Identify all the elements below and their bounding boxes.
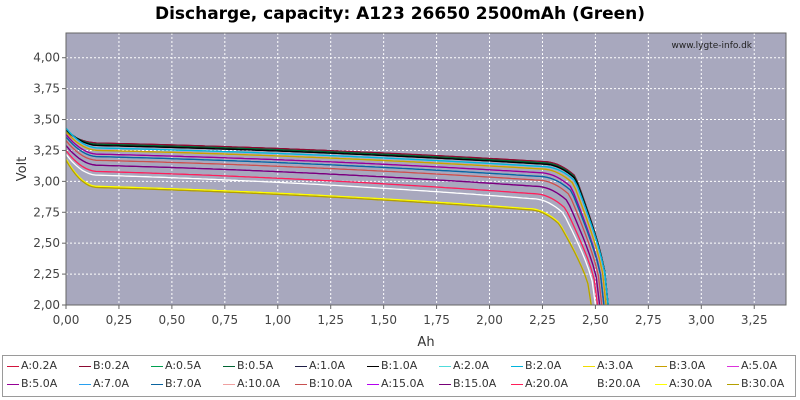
series-line	[65, 153, 597, 306]
x-axis-label: Ah	[417, 335, 434, 350]
legend-swatch	[367, 366, 379, 367]
x-tick-label: 3,25	[741, 313, 768, 327]
legend-swatch	[439, 366, 451, 367]
chart-canvas: 0,00 0,25 0,50 0,75 1,00 1,25 1,50 1,75 2,00 2,25…	[15, 32, 787, 350]
legend-swatch	[367, 384, 379, 385]
legend-swatch	[583, 366, 595, 367]
legend-label: A:30.0A	[669, 377, 713, 390]
x-tick-label: 2,25	[529, 313, 556, 327]
legend-swatch	[223, 384, 235, 385]
legend-label: B:3.0A	[669, 359, 706, 372]
y-axis-label: Volt	[15, 157, 30, 182]
legend-swatch	[727, 366, 739, 367]
legend-swatch	[151, 366, 163, 367]
watermark-text: www.lygte-info.dk	[672, 41, 753, 51]
y-tick-label: 2,25	[33, 267, 60, 281]
y-tick-label: 2,75	[33, 205, 60, 219]
legend-label: A:20.0A	[525, 377, 569, 390]
series-line	[65, 131, 607, 306]
x-tick-label: 0,25	[106, 313, 133, 327]
legend-label: B:20.0A	[597, 377, 641, 390]
legend-label: B:0.5A	[237, 359, 274, 372]
legend-swatch	[511, 384, 523, 385]
legend-label: A:0.2A	[21, 359, 58, 372]
legend-swatch	[79, 384, 91, 385]
legend-label: B:7.0A	[165, 377, 202, 390]
legend-swatch	[295, 384, 307, 385]
chart-title: Discharge, capacity: A123 26650 2500mAh …	[154, 4, 646, 24]
x-tick-label: 1,25	[317, 313, 344, 327]
legend-label: B:1.0A	[381, 359, 418, 372]
x-tick-label: 1,50	[370, 313, 397, 327]
x-tick-label: 2,00	[476, 313, 503, 327]
series-line	[65, 136, 605, 306]
x-tick-label: 3,00	[688, 313, 715, 327]
legend-swatch	[583, 384, 595, 385]
legend-swatch	[7, 366, 19, 367]
series-line	[65, 131, 609, 306]
plot-frame	[65, 32, 787, 306]
legend: A:0.2A B:0.2A A:0.5A B:0.5A A:1.0A B:1.0A A:2.…	[2, 355, 796, 397]
x-tick-label: 2,75	[635, 313, 662, 327]
y-tick-label: 2,00	[33, 298, 60, 312]
x-tick-label: 1,00	[264, 313, 291, 327]
legend-swatch	[151, 384, 163, 385]
legend-label: A:15.0A	[381, 377, 425, 390]
legend-label: A:0.5A	[165, 359, 202, 372]
series-line	[65, 133, 605, 306]
legend-swatch	[655, 366, 667, 367]
x-tick-label: 0,50	[159, 313, 186, 327]
legend-label: B:10.0A	[309, 377, 353, 390]
series-lines	[65, 127, 609, 306]
series-line	[65, 127, 609, 306]
x-tick-label: 0,00	[53, 313, 80, 327]
x-tick-label: 0,75	[211, 313, 238, 327]
legend-swatch	[7, 384, 19, 385]
legend-label: A:7.0A	[93, 377, 130, 390]
series-line	[65, 145, 601, 306]
legend-swatch	[79, 366, 91, 367]
legend-label: A:1.0A	[309, 359, 346, 372]
y-tick-label: 3,00	[33, 174, 60, 188]
legend-label: A:3.0A	[597, 359, 634, 372]
legend-swatch	[511, 366, 523, 367]
y-tick-label: 4,00	[33, 51, 60, 65]
series-line	[65, 128, 609, 306]
series-line	[65, 158, 592, 306]
x-tick-label: 1,75	[423, 313, 450, 327]
legend-label: B:0.2A	[93, 359, 130, 372]
legend-label: A:2.0A	[453, 359, 490, 372]
legend-swatch	[727, 384, 739, 385]
axes: 0,00 0,25 0,50 0,75 1,00 1,25 1,50 1,75 2,00 2,25…	[33, 51, 767, 327]
y-tick-label: 3,75	[33, 82, 60, 96]
y-tick-label: 3,25	[33, 143, 60, 157]
series-line	[65, 130, 609, 306]
legend-label: B:30.0A	[741, 377, 785, 390]
legend-label: B:2.0A	[525, 359, 562, 372]
series-line	[65, 140, 603, 306]
x-tick-label: 2,50	[582, 313, 609, 327]
legend-label: A:5.0A	[741, 359, 778, 372]
legend-swatch	[295, 366, 307, 367]
legend-label: B:15.0A	[453, 377, 497, 390]
legend-swatch	[655, 384, 667, 385]
y-tick-label: 2,50	[33, 236, 60, 250]
legend-swatch	[223, 366, 235, 367]
series-line	[65, 159, 592, 306]
series-line	[65, 150, 599, 306]
y-tick-label: 3,50	[33, 113, 60, 127]
legend-label: A:10.0A	[237, 377, 281, 390]
legend-label: B:5.0A	[21, 377, 58, 390]
legend-swatch	[439, 384, 451, 385]
